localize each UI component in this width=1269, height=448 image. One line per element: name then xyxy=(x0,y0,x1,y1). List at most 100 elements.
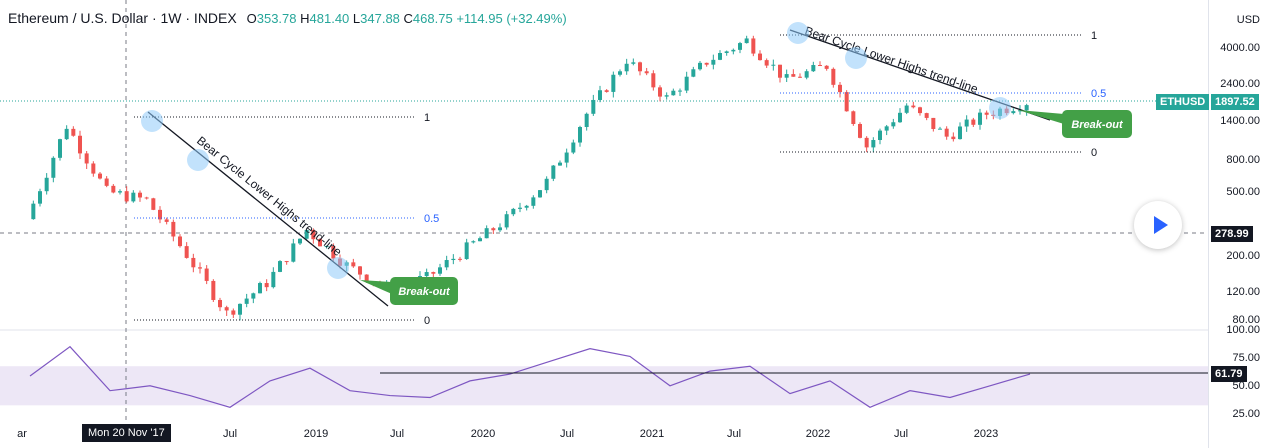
candle-body xyxy=(864,137,869,148)
candle-body xyxy=(664,95,669,97)
candle-body xyxy=(358,266,362,275)
left-trendline-label: Bear Cycle Lower Highs trend-line xyxy=(194,133,345,259)
candle-body xyxy=(524,205,529,208)
candle-body xyxy=(631,62,636,64)
candle-body xyxy=(704,62,709,65)
candle-body xyxy=(844,92,849,112)
open-label: O xyxy=(246,11,257,26)
symbol-title[interactable]: Ethereum / U.S. Dollar · 1W · INDEX xyxy=(8,10,237,26)
low-label: L xyxy=(352,11,361,26)
play-button[interactable] xyxy=(1134,201,1182,249)
candle-body xyxy=(971,119,976,125)
candle-body xyxy=(311,229,316,240)
candle-body xyxy=(678,90,682,92)
candle-body xyxy=(31,203,36,220)
candle-body xyxy=(224,307,229,311)
time-label: 2020 xyxy=(470,428,496,440)
candle-body xyxy=(984,112,989,115)
touch-point-marker xyxy=(787,22,809,44)
time-label: 2022 xyxy=(805,428,831,440)
candle-body xyxy=(211,280,216,300)
right-trendline-label: Bear Cycle Lower Highs trend-line xyxy=(803,24,980,97)
candle-body xyxy=(151,198,156,210)
candle-body xyxy=(451,258,456,261)
rsi-tick: 100.00 xyxy=(1226,324,1260,336)
candle-body xyxy=(798,76,802,78)
candle-body xyxy=(571,142,576,153)
price-axis[interactable]: USD 4000.00 2400.00 1400.00 800.00 500.0… xyxy=(1208,0,1269,448)
candle-body xyxy=(838,84,842,93)
candle-body xyxy=(558,162,562,166)
candle-body xyxy=(1018,110,1022,112)
candle-body xyxy=(198,267,202,269)
rsi-tick: 75.00 xyxy=(1232,352,1260,364)
left-breakout-pointer xyxy=(360,280,392,294)
candle-body xyxy=(64,128,69,140)
open-value: 353.78 xyxy=(256,11,297,26)
candle-body xyxy=(924,113,929,118)
candle-body xyxy=(178,236,182,247)
left-fib-0-label: 0 xyxy=(424,315,430,327)
candle-body xyxy=(618,71,622,75)
candle-body xyxy=(811,65,816,72)
right-breakout-pointer xyxy=(1018,110,1064,124)
candle-body xyxy=(238,303,242,315)
candle-body xyxy=(98,173,102,179)
candle-body xyxy=(324,246,329,248)
candle-body xyxy=(731,49,736,52)
candle-body xyxy=(111,185,116,193)
candle-body xyxy=(424,272,429,277)
candle-body xyxy=(91,163,96,174)
candle-body xyxy=(978,112,982,125)
candle-body xyxy=(44,177,49,192)
candle-body xyxy=(744,38,749,44)
candle-body xyxy=(544,178,549,191)
candle-body xyxy=(671,90,676,96)
candle-body xyxy=(444,260,449,268)
right-breakout-bubble xyxy=(1062,110,1132,138)
candle-body xyxy=(711,59,716,65)
touch-point-marker xyxy=(141,110,163,132)
candle-body xyxy=(738,43,742,50)
candle-body xyxy=(491,228,496,231)
price-tick: 1400.00 xyxy=(1220,115,1260,127)
candle-body xyxy=(504,214,509,228)
time-label: Jul xyxy=(893,428,909,440)
candle-body xyxy=(291,243,296,262)
time-label: Jul xyxy=(559,428,575,440)
candle-body xyxy=(698,62,702,70)
candle-body xyxy=(751,38,756,54)
candle-body xyxy=(464,242,469,260)
candle-body xyxy=(138,192,142,198)
candle-body xyxy=(158,209,162,220)
chart-header: Ethereum / U.S. Dollar · 1W · INDEX O353… xyxy=(8,10,567,26)
candle-body xyxy=(884,126,889,131)
candle-body xyxy=(51,157,56,178)
candle-body xyxy=(164,219,169,222)
candle-body xyxy=(804,71,809,78)
candle-body xyxy=(918,107,922,114)
right-fib-1-label: 1 xyxy=(1091,30,1097,42)
candle-body xyxy=(58,139,62,158)
price-tick: 2400.00 xyxy=(1220,78,1260,90)
candle-body xyxy=(764,60,769,66)
candle-body xyxy=(478,238,482,242)
candle-body xyxy=(438,267,442,274)
candle-body xyxy=(951,136,956,140)
candle-body xyxy=(598,90,602,100)
candle-body xyxy=(431,272,436,274)
candle-body xyxy=(484,228,489,239)
candle-body xyxy=(278,261,282,272)
candle-body xyxy=(878,130,882,141)
candle-body xyxy=(131,192,136,202)
left-fib-05-label: 0.5 xyxy=(424,213,439,225)
chart-svg: 1 0.5 0 1 0.5 0 Bear Cycle Lower Highs trend-l… xyxy=(0,0,1208,425)
candle-body xyxy=(218,299,222,308)
change-value: +114.95 (+32.49%) xyxy=(456,11,567,26)
price-tick: 500.00 xyxy=(1226,186,1260,198)
right-fib-05-label: 0.5 xyxy=(1091,88,1106,100)
time-label: Jul xyxy=(726,428,742,440)
candle-body xyxy=(258,283,262,294)
currency-label: USD xyxy=(1236,14,1260,26)
ohlc-readout: O353.78 H481.40 L347.88 C468.75 +114.95 … xyxy=(247,11,567,26)
